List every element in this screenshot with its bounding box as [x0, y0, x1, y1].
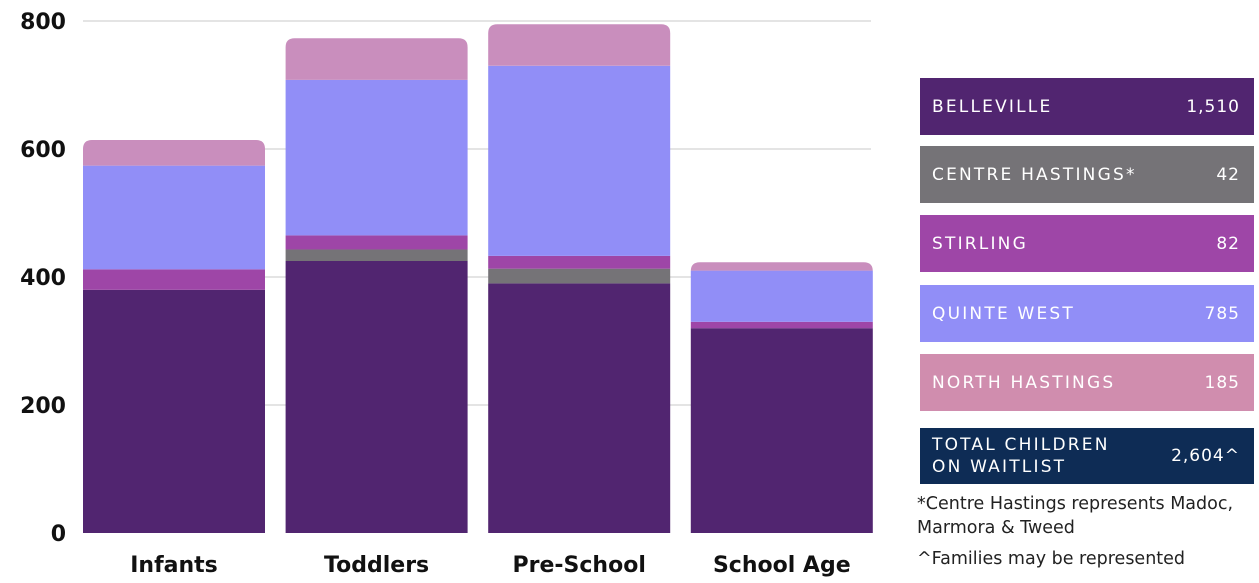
- y-tick-label: 600: [20, 138, 66, 163]
- legend-item-north-hastings: NORTH HASTINGS 185: [920, 354, 1254, 411]
- bar-stack: [690, 262, 873, 533]
- bar-segment: [690, 328, 873, 533]
- x-tick-label: Pre-School: [513, 553, 646, 578]
- legend-value: 82: [1216, 233, 1240, 254]
- legend-label: QUINTE WEST: [932, 303, 1076, 324]
- legend-label: CENTRE HASTINGS*: [932, 164, 1137, 185]
- y-axis: 0 200 400 600 800: [20, 10, 66, 547]
- bar-segment: [285, 249, 468, 261]
- legend-label: NORTH HASTINGS: [932, 372, 1116, 393]
- bar-segment: [285, 261, 468, 533]
- y-tick-label: 200: [20, 394, 66, 419]
- legend-value: 185: [1204, 372, 1240, 393]
- bar-segment: [488, 268, 671, 284]
- bar-segment: [285, 79, 468, 236]
- bar-segment: [690, 262, 873, 272]
- y-tick-label: 0: [51, 522, 66, 547]
- total-value: 2,604^: [1171, 446, 1240, 466]
- x-axis: Infants Toddlers Pre-School School Age: [130, 553, 850, 578]
- bar-segment: [83, 140, 265, 166]
- bar-segment: [690, 270, 873, 322]
- legend-total: TOTAL CHILDREN ON WAITLIST 2,604^: [920, 428, 1254, 484]
- bar-segment: [285, 38, 468, 80]
- y-tick-label: 400: [20, 266, 66, 291]
- bar-segment: [690, 321, 873, 329]
- y-tick-label: 800: [20, 10, 66, 35]
- bar-segment: [488, 24, 671, 66]
- stacked-bar-chart: 0 200 400 600 800 Infants Toddlers Pre-School S…: [20, 10, 873, 578]
- legend-label: STIRLING: [932, 233, 1028, 254]
- bar-segment: [83, 165, 265, 270]
- legend-label: BELLEVILLE: [932, 96, 1053, 117]
- bar-stack: [83, 140, 265, 533]
- legend-value: 1,510: [1186, 96, 1240, 117]
- x-tick-label: School Age: [713, 553, 851, 578]
- footnote-families: ^Families may be represented: [917, 549, 1186, 569]
- bar-segment: [488, 255, 671, 269]
- legend-item-centre-hastings: CENTRE HASTINGS* 42: [920, 146, 1254, 203]
- bar-segment: [285, 235, 468, 250]
- legend-value: 785: [1204, 303, 1240, 324]
- legend-item-quinte-west: QUINTE WEST 785: [920, 285, 1254, 342]
- bar-segment: [83, 289, 265, 533]
- bar-stacks: [83, 24, 873, 533]
- total-label: TOTAL CHILDREN ON WAITLIST: [932, 435, 1110, 477]
- x-tick-label: Toddlers: [324, 553, 429, 578]
- bar-segment: [488, 283, 671, 533]
- footnote-centre-hastings: *Centre Hastings represents Madoc, Marmo…: [917, 494, 1234, 538]
- legend-value: 42: [1216, 164, 1240, 185]
- legend-item-stirling: STIRLING 82: [920, 215, 1254, 272]
- x-tick-label: Infants: [130, 553, 218, 578]
- bar-segment: [488, 65, 671, 256]
- bar-segment: [83, 269, 265, 290]
- legend-item-belleville: BELLEVILLE 1,510: [920, 78, 1254, 135]
- bar-stack: [488, 24, 671, 533]
- bar-stack: [285, 38, 468, 533]
